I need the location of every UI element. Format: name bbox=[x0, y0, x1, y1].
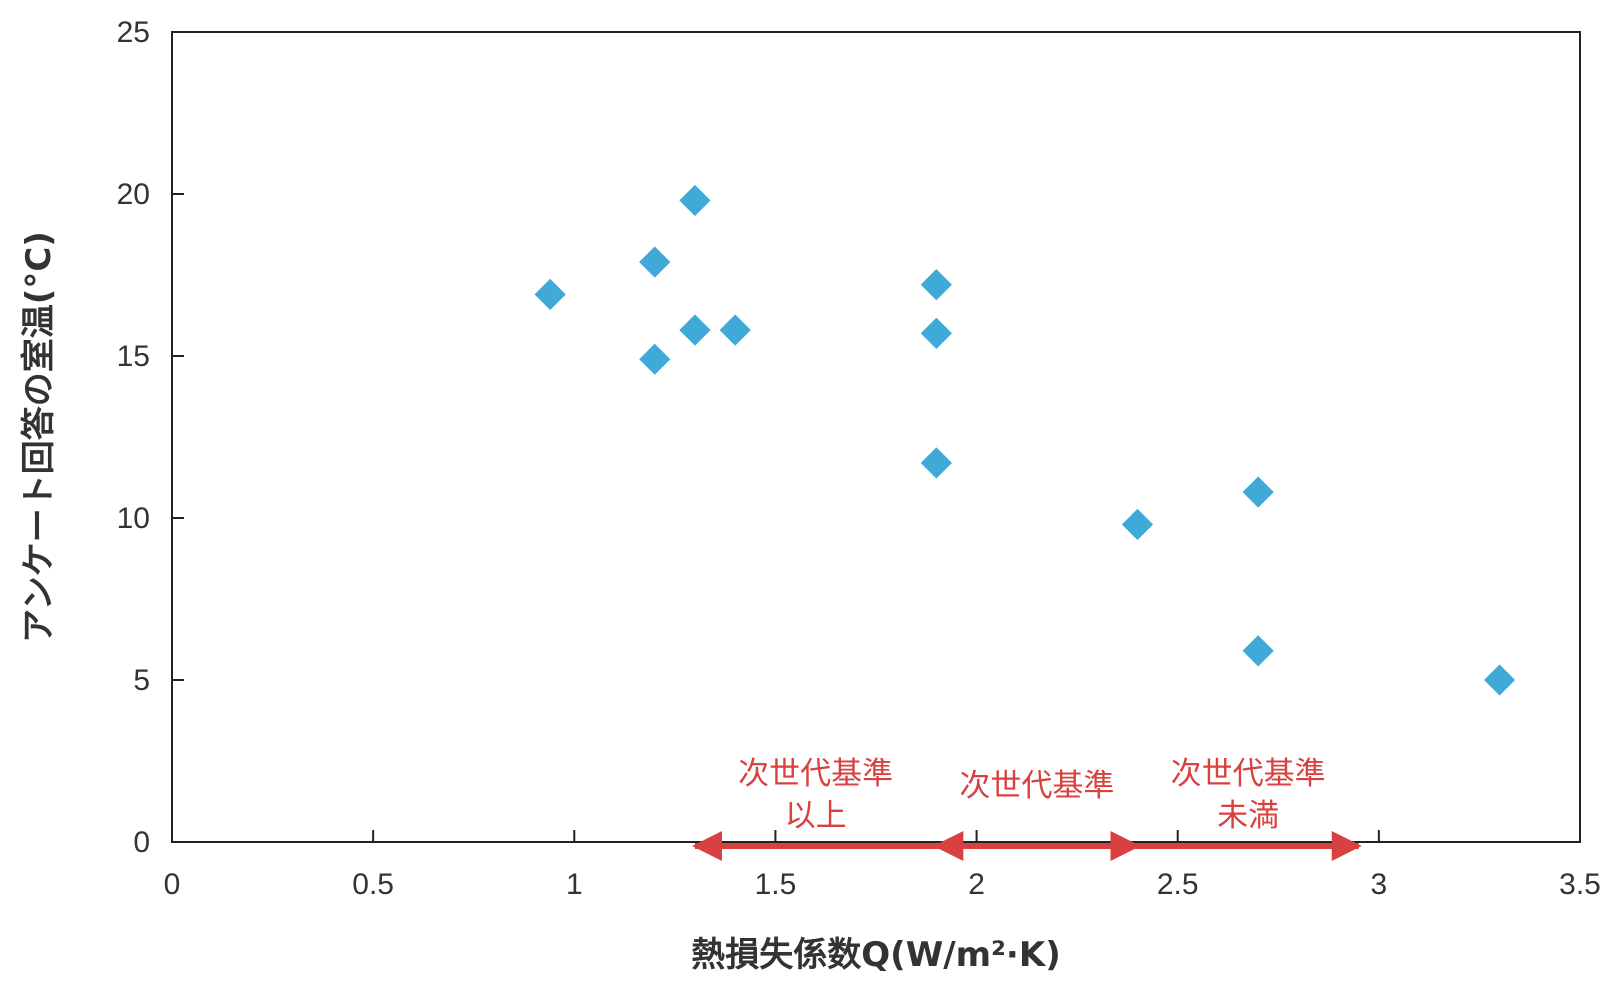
range-label: 次世代基準 bbox=[738, 756, 893, 792]
x-tick-label: 1 bbox=[566, 868, 583, 901]
data-point bbox=[636, 243, 674, 281]
data-point bbox=[636, 340, 674, 378]
data-point bbox=[1119, 506, 1156, 543]
plot-area-frame bbox=[171, 31, 1581, 843]
data-point bbox=[716, 311, 754, 349]
x-tick-label: 0.5 bbox=[352, 868, 394, 901]
x-tick-label: 2 bbox=[968, 868, 985, 901]
y-tick-label: 5 bbox=[133, 664, 150, 697]
range-label: 未満 bbox=[1217, 798, 1279, 834]
y-axis-title: アンケート回答の室温(°C) bbox=[19, 231, 59, 643]
data-points bbox=[531, 182, 1518, 699]
y-tick-label: 25 bbox=[117, 16, 150, 49]
x-tick-label: 3 bbox=[1371, 868, 1388, 901]
range-label: 次世代基準 bbox=[959, 768, 1114, 804]
range-label: 以上 bbox=[785, 798, 847, 834]
data-point bbox=[1481, 661, 1518, 699]
data-point bbox=[917, 444, 955, 482]
x-tick-label: 1.5 bbox=[755, 868, 797, 901]
y-axis-tick-labels: 0 5 10 15 20 25 bbox=[117, 16, 150, 859]
y-tick-label: 20 bbox=[117, 178, 150, 211]
y-tick-label: 15 bbox=[117, 340, 150, 373]
y-tick-label: 0 bbox=[133, 826, 150, 859]
y-tick-label: 10 bbox=[117, 502, 150, 535]
data-point bbox=[531, 276, 569, 313]
data-point bbox=[917, 266, 955, 304]
y-axis-ticks bbox=[172, 193, 184, 681]
data-point bbox=[1239, 632, 1277, 670]
data-point bbox=[676, 182, 714, 219]
data-point bbox=[676, 311, 714, 349]
x-tick-label: 0 bbox=[164, 868, 181, 901]
x-axis-tick-labels: 0 0.5 1 1.5 2 2.5 3 3.5 bbox=[164, 868, 1601, 901]
data-point bbox=[917, 314, 955, 352]
data-point bbox=[1239, 473, 1277, 511]
x-axis-title: 熱損失係数Q(W/m²·K) bbox=[691, 935, 1060, 975]
x-tick-label: 3.5 bbox=[1559, 868, 1601, 901]
x-tick-label: 2.5 bbox=[1157, 868, 1199, 901]
range-label: 次世代基準 bbox=[1171, 756, 1326, 792]
